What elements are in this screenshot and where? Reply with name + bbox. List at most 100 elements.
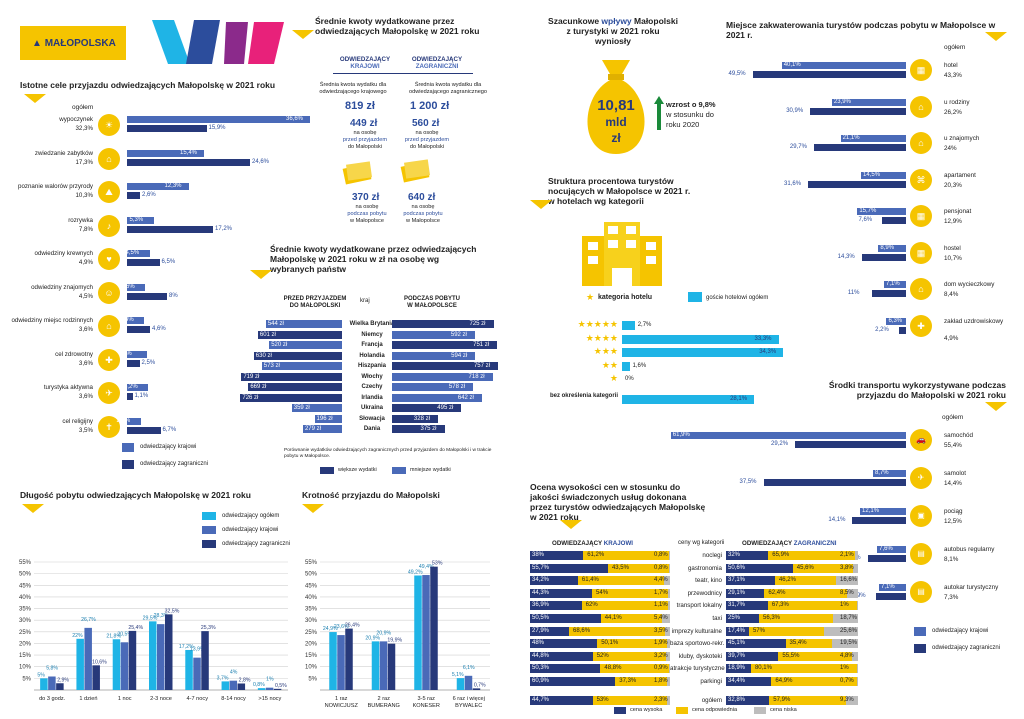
accom-category-icon: ⌂ bbox=[910, 95, 932, 118]
transport-label-domestic: 61,9% bbox=[672, 432, 690, 438]
duration-bar-label: 21,8% bbox=[106, 633, 121, 639]
hotels-bar-label: 0% bbox=[625, 376, 634, 382]
frequency-bar bbox=[430, 566, 438, 690]
goals-bar-domestic bbox=[127, 350, 147, 358]
accom-label-domestic: 23,9% bbox=[833, 98, 851, 105]
prices-foreign-low: 25,6% bbox=[840, 627, 858, 634]
goals-category-icon: ⌂ bbox=[98, 147, 120, 170]
goals-label-domestic: 3,4% bbox=[120, 317, 134, 323]
countries-legend-more: większe wydatki bbox=[338, 467, 377, 473]
frequency-bar-label: 53% bbox=[432, 561, 443, 567]
impact-growth: wzrost o 9,8% w stosunku do roku 2020 bbox=[666, 100, 716, 129]
goals-bar-foreign bbox=[127, 158, 250, 166]
goals-bar-domestic bbox=[127, 183, 189, 190]
transport-overall-value: 8,1% bbox=[944, 556, 959, 563]
transport-label-domestic: 7,6% bbox=[879, 546, 893, 552]
prices-foreign-segment bbox=[846, 588, 858, 598]
countries-value-before: 359 zł bbox=[293, 405, 310, 411]
countries-name: Francja bbox=[361, 342, 383, 348]
goals-bar-foreign bbox=[127, 259, 160, 266]
goals-title: Istotne cele przyjazdu odwiedzających Ma… bbox=[20, 80, 276, 90]
prices-domestic-high: 55,7% bbox=[532, 564, 550, 571]
prices-foreign-segment bbox=[857, 677, 858, 686]
transport-legend-domestic: odwiedzający krajowi bbox=[932, 628, 989, 634]
transport-label-foreign: 37,5% bbox=[739, 479, 757, 485]
prices-foreign-high: 32% bbox=[728, 552, 741, 558]
goals-category-icon: ☺ bbox=[98, 281, 120, 304]
goals-label-foreign: 2,5% bbox=[141, 359, 156, 366]
duration-bar bbox=[84, 627, 92, 690]
accom-bar-domestic bbox=[883, 281, 906, 288]
accom-label-foreign: 7,6% bbox=[858, 217, 873, 223]
prices-category-label: przewodnicy bbox=[687, 589, 722, 597]
frequency-bar bbox=[379, 641, 388, 690]
prices-foreign-segment bbox=[824, 626, 858, 636]
frequency-bar-label: 20,9% bbox=[365, 635, 380, 641]
prices-domestic-segment bbox=[530, 677, 616, 686]
goals-category-label: odwiedziny krewnych bbox=[34, 250, 93, 257]
frequency-bar bbox=[472, 688, 481, 690]
countries-value-before: 573 zł bbox=[263, 363, 280, 369]
frequency-bar-label: 26,4% bbox=[345, 623, 360, 629]
prices-foreign-high: 31,7% bbox=[728, 602, 746, 609]
countries-value-during: 375 zł bbox=[420, 426, 437, 432]
goals-overall-value: 4,5% bbox=[78, 292, 93, 300]
accom-bar-domestic bbox=[886, 317, 906, 325]
goals-label-foreign: 2,6% bbox=[142, 192, 156, 198]
frequency-chart: 5% 10% 15% 20% 25% 30% 35% 40% 45% 50% 55% 24,9%23,… bbox=[305, 560, 490, 709]
prices-category-label: noclegi bbox=[702, 552, 722, 559]
spend-domestic-total: 819 zł bbox=[345, 100, 375, 112]
countries-value-before: 726 zł bbox=[242, 394, 259, 401]
goals-bar-domestic bbox=[127, 216, 154, 224]
transport-bar-domestic bbox=[879, 584, 906, 591]
countries-pointer bbox=[250, 270, 272, 279]
hotels-bar-label: 2,7% bbox=[637, 322, 652, 328]
accom-overall-value: 26,2% bbox=[944, 108, 962, 116]
accom-overall-value: 24% bbox=[944, 145, 957, 152]
prices-foreign-segment bbox=[764, 588, 847, 598]
growth-arrow-icon bbox=[654, 96, 664, 130]
goals-bar-domestic bbox=[127, 317, 144, 324]
prices-category-label: kluby, dyskoteki bbox=[678, 652, 722, 660]
prices-domestic-high: 50,5% bbox=[532, 615, 550, 621]
prices-domestic-segment bbox=[592, 651, 666, 661]
prices-foreign-ok: 65,9% bbox=[772, 552, 790, 558]
transport-overall-value: 12,5% bbox=[944, 518, 962, 525]
transport-bar-domestic bbox=[670, 432, 906, 439]
transport-overall-value: 55,4% bbox=[944, 442, 962, 449]
prices-foreign-low: 0,7% bbox=[840, 678, 854, 684]
hotels-category-stars: ★ bbox=[609, 373, 618, 383]
hotels-legend-cat: kategoria hotelu bbox=[598, 294, 653, 301]
prices-foreign-high: 37,1% bbox=[728, 577, 746, 584]
transport-label-domestic: 7,1% bbox=[881, 584, 895, 590]
prices-domestic-segment bbox=[577, 576, 664, 586]
prices-domestic-segment bbox=[530, 614, 601, 623]
duration-bar bbox=[48, 676, 56, 690]
frequency-ytick-label: 45% bbox=[305, 583, 318, 589]
prices-foreign-segment bbox=[726, 576, 775, 586]
frequency-category-label: 2 raz bbox=[378, 696, 391, 702]
transport-overall-value: 14,4% bbox=[944, 480, 962, 487]
frequency-ytick-label: 5% bbox=[308, 676, 317, 682]
countries-value-during: 594 zł bbox=[451, 352, 468, 359]
prices-domestic-segment bbox=[662, 614, 670, 623]
transport-bar-foreign bbox=[867, 555, 906, 562]
prices-domestic-segment bbox=[665, 626, 670, 636]
prices-foreign-segment bbox=[726, 695, 770, 705]
prices-foreign-segment bbox=[726, 626, 749, 636]
frequency-category-label-sub: NOWICJUSZ bbox=[325, 703, 359, 709]
prices-domestic-segment bbox=[607, 563, 669, 573]
prices-category-label: imprezy kulturalne bbox=[671, 627, 722, 635]
frequency-ytick-label: 35% bbox=[305, 607, 318, 613]
goals-label-foreign: 6,5% bbox=[161, 259, 176, 265]
prices-domestic-segment bbox=[583, 551, 669, 560]
duration-bar bbox=[193, 657, 201, 690]
goals-legend-domestic-swatch bbox=[122, 443, 134, 452]
goals-label-domestic: 15,4% bbox=[180, 149, 198, 156]
frequency-ytick-label: 55% bbox=[305, 560, 318, 566]
impact-unit2: zł bbox=[611, 131, 621, 145]
prices-foreign-low: 4,8% bbox=[840, 652, 854, 659]
prices-foreign-segment bbox=[726, 664, 751, 674]
countries-name: Słowacja bbox=[359, 415, 385, 422]
prices-foreign-segment bbox=[792, 563, 853, 573]
